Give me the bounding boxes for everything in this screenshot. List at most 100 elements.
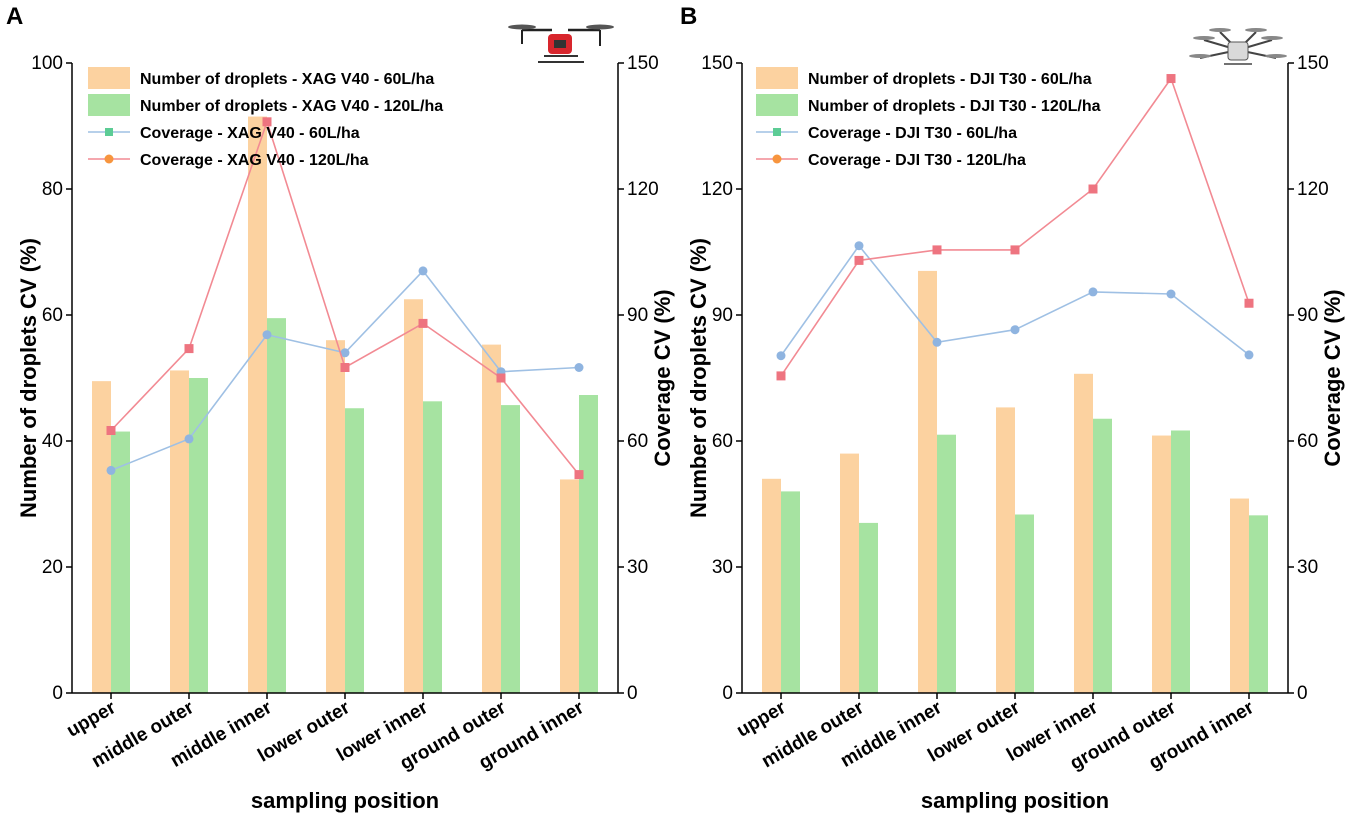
coverage-point-120lha [932, 245, 942, 255]
bar-60lha-middle-outer [840, 453, 859, 693]
legend: Number of droplets - XAG V40 - 60L/ha Num… [88, 67, 443, 169]
y-tick-label: 90 [712, 305, 733, 326]
y2-tick-label: 90 [627, 305, 648, 326]
y-tick-label: 60 [712, 431, 733, 452]
bar-120lha-middle-outer [859, 522, 878, 693]
panel-letter: A [6, 3, 23, 30]
legend-label: Number of droplets - DJI T30 - 120L/ha [808, 98, 1101, 115]
coverage-point-60lha [184, 434, 194, 444]
legend-label: Number of droplets - XAG V40 - 120L/ha [140, 98, 443, 115]
legend-label: Coverage - XAG V40 - 60L/ha [140, 125, 360, 142]
y-axis-title: Number of droplets CV (%) [686, 238, 711, 518]
bar-60lha-middle-inner [248, 116, 267, 694]
bar-60lha-ground-inner [560, 479, 579, 693]
y2-tick-label: 120 [1297, 179, 1329, 200]
drone-icon [508, 24, 614, 63]
y2-tick-label: 150 [627, 53, 659, 74]
y2-tick-label: 30 [627, 557, 648, 578]
y2-tick-label: 150 [1297, 53, 1329, 74]
coverage-point-60lha [340, 348, 350, 358]
bar-60lha-lower-inner [404, 299, 423, 693]
coverage-point-60lha [1010, 325, 1020, 335]
y-tick-label: 40 [42, 431, 63, 452]
x-axis-title: sampling position [921, 788, 1109, 813]
legend-label: Coverage - DJI T30 - 60L/ha [808, 125, 1017, 142]
coverage-point-120lha [340, 363, 350, 372]
legend-label: Coverage - XAG V40 - 120L/ha [140, 152, 369, 169]
bar-60lha-lower-outer [326, 340, 345, 693]
legend-marker-60lha [773, 128, 781, 136]
y2-tick-label: 0 [627, 683, 638, 704]
y2-axis-title: Coverage CV (%) [650, 289, 675, 466]
bar-120lha-lower-outer [345, 408, 364, 693]
coverage-point-120lha [1166, 74, 1176, 84]
y-axis-title: Number of droplets CV (%) [16, 238, 41, 518]
y-tick-label: 0 [52, 683, 63, 704]
coverage-point-60lha [1166, 289, 1176, 299]
legend: Number of droplets - DJI T30 - 60L/ha Num… [756, 67, 1101, 169]
y-tick-label: 0 [722, 683, 733, 704]
coverage-point-60lha [1244, 350, 1254, 360]
coverage-point-60lha [932, 337, 942, 347]
coverage-point-120lha [1010, 245, 1020, 255]
coverage-point-120lha [106, 426, 116, 435]
coverage-point-120lha [418, 318, 428, 328]
bar-120lha-middle-outer [189, 378, 208, 693]
bar-120lha-ground-inner [1249, 515, 1268, 693]
bar-60lha-middle-outer [170, 370, 189, 693]
legend-label: Number of droplets - DJI T30 - 60L/ha [808, 71, 1092, 88]
panel-letter: B [680, 3, 697, 30]
drone-propeller [1245, 28, 1267, 32]
drone-tank [554, 40, 566, 48]
bar-120lha-upper [111, 431, 130, 693]
bar-60lha-lower-outer [996, 407, 1015, 693]
x-tick-label: upper [63, 697, 120, 742]
coverage-point-120lha [574, 470, 584, 480]
drone-propeller [1189, 54, 1211, 58]
legend-swatch-bar-120lha [88, 94, 130, 116]
y2-tick-label: 60 [627, 431, 648, 452]
y2-tick-label: 120 [627, 179, 659, 200]
coverage-point-60lha [418, 266, 428, 276]
coverage-line-60lha [780, 244, 1250, 357]
y2-tick-label: 60 [1297, 431, 1318, 452]
legend-swatch-bar-60lha [88, 67, 130, 89]
bar-60lha-upper [92, 381, 111, 693]
legend-swatch-bar-120lha [756, 94, 798, 116]
bar-120lha-lower-inner [1093, 418, 1112, 693]
coverage-point-60lha [106, 465, 116, 475]
legend-label: Coverage - DJI T30 - 120L/ha [808, 152, 1026, 169]
y-tick-label: 150 [701, 53, 733, 74]
coverage-point-120lha [776, 371, 786, 381]
coverage-point-120lha [262, 117, 272, 127]
drone-icon [1189, 28, 1287, 65]
bar-60lha-middle-inner [918, 270, 937, 693]
legend-marker-120lha [104, 154, 114, 164]
bar-120lha-lower-inner [423, 401, 442, 693]
coverage-point-120lha [854, 255, 864, 265]
bar-120lha-middle-inner [937, 434, 956, 693]
drone-propeller [508, 24, 536, 30]
coverage-point-120lha [496, 373, 506, 383]
bar-120lha-ground-outer [1171, 430, 1190, 693]
coverage-point-60lha [776, 351, 786, 361]
coverage-point-60lha [1088, 287, 1098, 297]
bar-120lha-middle-inner [267, 318, 286, 693]
bar-120lha-ground-inner [579, 395, 598, 693]
coverage-point-60lha [262, 330, 272, 340]
bar-60lha-lower-inner [1074, 373, 1093, 693]
bar-60lha-ground-inner [1230, 498, 1249, 693]
legend-marker-120lha [772, 154, 782, 164]
drone-propeller [1261, 36, 1283, 40]
drone-propeller [586, 24, 614, 30]
y2-tick-label: 90 [1297, 305, 1318, 326]
y2-axis-title: Coverage CV (%) [1320, 289, 1345, 466]
legend-swatch-bar-60lha [756, 67, 798, 89]
y-tick-label: 20 [42, 557, 63, 578]
y-tick-label: 30 [712, 557, 733, 578]
legend-label: Number of droplets - XAG V40 - 60L/ha [140, 71, 434, 88]
y-tick-label: 100 [31, 53, 63, 74]
